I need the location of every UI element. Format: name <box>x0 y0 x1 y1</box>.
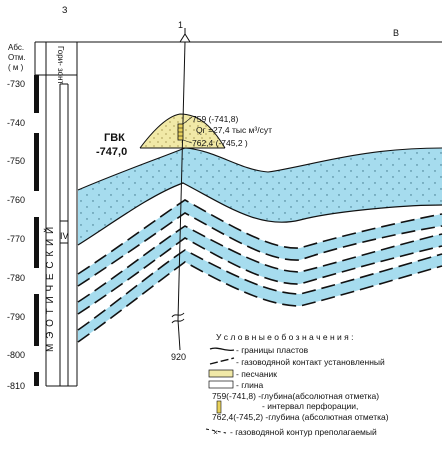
depth-tick: -800 <box>7 350 25 360</box>
gvk-value: -747,0 <box>96 146 127 158</box>
left-columns <box>34 41 442 387</box>
depth-tick: -760 <box>7 195 25 205</box>
clay-swatch-icon <box>208 380 234 389</box>
legend-item-text: - глина <box>236 380 264 390</box>
abs-label-line1: Абс. <box>8 43 24 52</box>
depth-tick: -780 <box>7 273 25 283</box>
horizon-column-label: Гори- зонт <box>56 46 65 84</box>
depth-tick: -730 <box>7 79 25 89</box>
gwc-established-icon <box>209 357 235 365</box>
well-depth-label: 920 <box>171 352 186 362</box>
lower-water-lenses <box>77 199 443 343</box>
legend-item-text: - песчаник <box>236 369 277 379</box>
well-break-icon <box>171 312 185 324</box>
legend: У с л о в н ы е о б о з н а ч е н и я : … <box>205 332 389 437</box>
legend-item-text: - границы пластов <box>236 345 309 355</box>
direction-east-label: В <box>393 28 399 38</box>
legend-item-text: - газоводяной контур преполагаемый <box>230 427 377 437</box>
boundary-line-icon <box>209 347 235 352</box>
depth-tick: -770 <box>7 234 25 244</box>
well-marker-icon <box>179 33 191 43</box>
bottom-depth-annotation: 762,4 (-745,2 ) <box>192 138 248 148</box>
legend-item-text: - газоводяной контакт установленный <box>236 357 385 367</box>
abs-label-line3: ( м ) <box>8 63 24 72</box>
layer-boundary-top <box>77 147 443 191</box>
stage-name-label: М Э О Т И Ч Е С К И Й <box>43 226 56 352</box>
legend-item-text: 759(-741,8) -глубина(абсолютная отметка) <box>212 391 379 401</box>
top-depth-annotation: 759 (-741,8) <box>192 114 238 124</box>
flow-rate-annotation: Qг =27,4 тыс м³/сут <box>196 125 272 135</box>
legend-item-text: - интервал перфорации, <box>262 401 358 411</box>
legend-title: У с л о в н ы е о б о з н а ч е н и я : <box>216 332 353 342</box>
horizon-number-label: IV <box>60 231 69 241</box>
depth-tick: -750 <box>7 156 25 166</box>
depth-tick: -810 <box>7 381 25 391</box>
direction-west-label: З <box>62 5 67 15</box>
sandstone-swatch-icon <box>208 369 234 378</box>
layer-boundary-base <box>77 182 443 246</box>
legend-cross-icon: × <box>213 427 218 437</box>
depth-scale-bar <box>34 75 39 386</box>
depth-ticks: -730 -740 -750 -760 -770 -780 -790 -800 … <box>7 79 25 391</box>
well-1 <box>171 28 193 351</box>
abs-label-line2: Отм. <box>8 53 26 62</box>
depth-tick: -790 <box>7 312 25 322</box>
perforation-legend-icon <box>216 400 222 414</box>
legend-item-text: 762,4(-745,2) -глубина (абсолютная отмет… <box>212 412 389 422</box>
gvk-title: ГВК <box>104 132 125 144</box>
well-number-label: 1 <box>178 20 183 30</box>
depth-tick: -740 <box>7 118 25 128</box>
